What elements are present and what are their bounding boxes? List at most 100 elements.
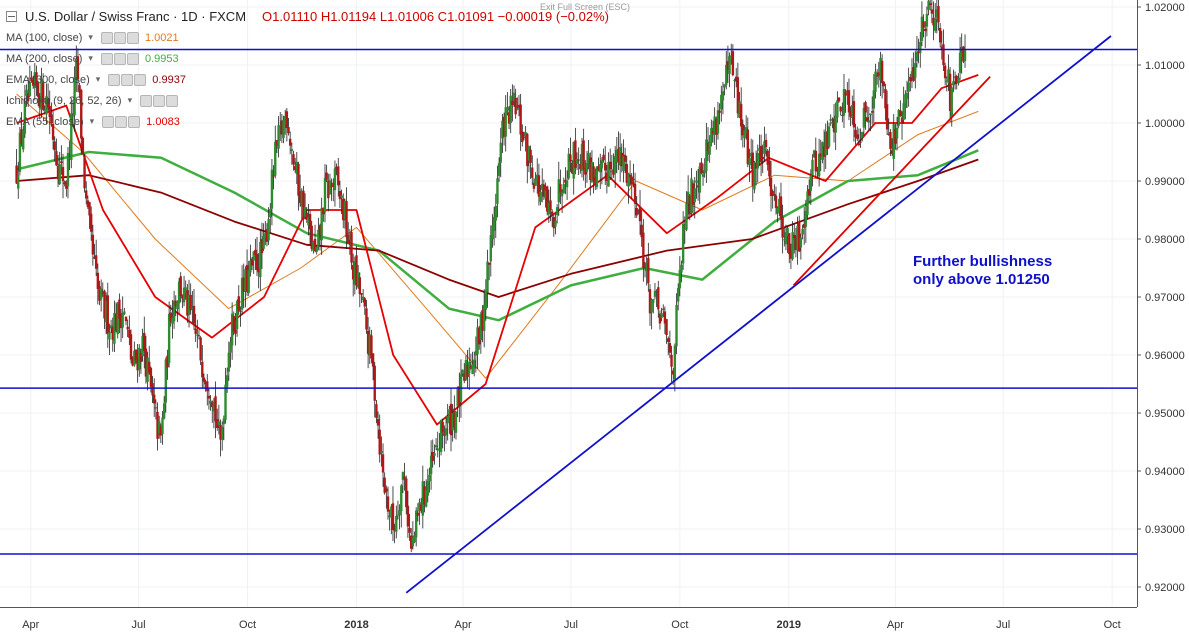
- candle-body: [104, 300, 108, 323]
- candle-body: [642, 232, 645, 268]
- candle-body: [806, 191, 809, 215]
- candle-body: [36, 82, 40, 97]
- candle-body: [960, 46, 963, 58]
- candle-body: [234, 329, 237, 334]
- candle-body: [116, 303, 119, 335]
- candle-body: [502, 116, 506, 137]
- indicator-row[interactable]: EMA (300, close) ▾ 0.9937: [6, 69, 609, 90]
- candle-body: [811, 159, 814, 176]
- candle-body: [61, 167, 65, 182]
- candle-body: [86, 200, 90, 208]
- candle-body: [599, 164, 602, 173]
- candle-body: [76, 56, 80, 80]
- close-icon[interactable]: [166, 94, 179, 107]
- chevron-down-icon[interactable]: ▾: [127, 95, 133, 105]
- exit-fullscreen-hint[interactable]: Exit Full Screen (ESC): [540, 2, 631, 12]
- candle-body: [781, 217, 784, 238]
- candle-body: [963, 50, 967, 61]
- indicator-row[interactable]: Ichimoku (9, 26, 52, 26) ▾: [6, 90, 609, 111]
- candle-body: [761, 156, 764, 160]
- settings-icon[interactable]: [153, 94, 166, 107]
- candle-body: [567, 153, 570, 179]
- candle-body: [857, 143, 861, 146]
- time-tick-label: Jul: [564, 619, 578, 631]
- candle-body: [751, 152, 754, 186]
- eye-icon[interactable]: [140, 94, 153, 107]
- candle-body: [380, 451, 383, 453]
- chevron-down-icon[interactable]: ▾: [95, 74, 101, 84]
- candle-body: [22, 130, 25, 150]
- close-icon[interactable]: [134, 73, 147, 86]
- candle-body: [655, 291, 658, 293]
- indicator-row[interactable]: EMA (55, close) ▾ 1.0083: [6, 111, 609, 132]
- candle-body: [925, 13, 929, 27]
- time-tick-label: Oct: [1104, 619, 1121, 631]
- candle-body: [328, 180, 332, 195]
- candle-body: [287, 127, 290, 134]
- eye-icon[interactable]: [108, 73, 121, 86]
- candle-body: [650, 299, 653, 313]
- candle-body: [839, 106, 842, 112]
- candle-body: [111, 326, 114, 340]
- candle-body: [564, 179, 567, 183]
- candle-body: [244, 269, 247, 292]
- candle-body: [885, 104, 889, 130]
- indicator-row[interactable]: MA (100, close) ▾ 1.0021: [6, 27, 609, 48]
- trendline: [405, 35, 1112, 594]
- candle-body: [176, 300, 179, 310]
- candle-body: [338, 190, 342, 200]
- candle-body: [554, 220, 557, 227]
- candle-body: [330, 185, 333, 187]
- candle-body: [706, 142, 710, 151]
- settings-icon[interactable]: [121, 73, 134, 86]
- candle-body: [547, 202, 551, 215]
- close-icon[interactable]: [126, 52, 139, 65]
- settings-icon[interactable]: [115, 115, 128, 128]
- chevron-down-icon[interactable]: ▾: [89, 116, 95, 126]
- candle-body: [386, 496, 390, 512]
- candle-body: [70, 113, 73, 161]
- candle-body: [658, 313, 662, 324]
- indicator-row[interactable]: MA (200, close) ▾ 0.9953: [6, 48, 609, 69]
- collapse-icon[interactable]: [6, 11, 17, 22]
- candle-body: [726, 61, 730, 71]
- candle-body: [458, 386, 461, 407]
- candle-body: [320, 207, 323, 241]
- candle-body: [481, 310, 484, 331]
- candle-body: [154, 407, 158, 409]
- candle-body: [685, 203, 688, 230]
- eye-icon[interactable]: [100, 52, 113, 65]
- candle-body: [141, 335, 144, 357]
- price-tick-label: 0.96000: [1145, 350, 1185, 362]
- candle-body: [83, 155, 86, 189]
- candle-body: [731, 51, 735, 76]
- candle-body: [182, 287, 186, 303]
- candle-body: [862, 107, 866, 128]
- eye-icon[interactable]: [100, 31, 113, 44]
- price-tick-label: 0.98000: [1145, 234, 1185, 246]
- candle-body: [448, 409, 451, 419]
- candle-body: [225, 375, 229, 387]
- candle-body: [18, 132, 22, 172]
- chevron-down-icon[interactable]: ▾: [88, 53, 93, 63]
- close-icon[interactable]: [126, 31, 139, 44]
- close-icon[interactable]: [128, 115, 141, 128]
- candle-body: [660, 313, 663, 319]
- price-tick-label: 0.99000: [1145, 176, 1185, 188]
- candle-body: [875, 75, 879, 77]
- candle-body: [293, 166, 297, 170]
- chevron-down-icon[interactable]: ▾: [88, 32, 93, 42]
- candle-body: [512, 92, 516, 101]
- candle-body: [491, 225, 494, 240]
- candle-body: [620, 152, 623, 167]
- candle-body: [789, 251, 793, 259]
- symbol-title[interactable]: U.S. Dollar / Swiss Franc · 1D · FXCM: [25, 9, 247, 24]
- candle-body: [957, 77, 960, 84]
- candle-body: [43, 109, 46, 111]
- candle-body: [501, 120, 504, 139]
- candle-body: [927, 0, 930, 10]
- settings-icon[interactable]: [113, 31, 126, 44]
- settings-icon[interactable]: [113, 52, 126, 65]
- eye-icon[interactable]: [102, 115, 115, 128]
